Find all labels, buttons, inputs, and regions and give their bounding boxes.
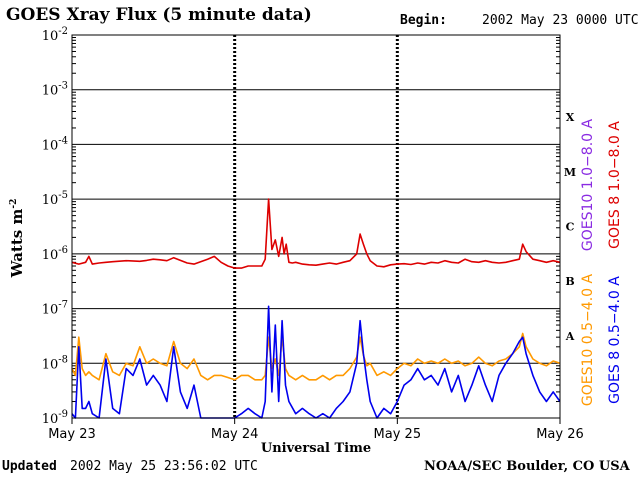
flare-class-label: B — [565, 275, 574, 288]
y-tick-exponent: -4 — [58, 135, 68, 146]
y-tick-exponent: -6 — [58, 245, 68, 256]
y-tick-label: 10-6 — [42, 245, 68, 263]
plot-frame — [71, 34, 561, 419]
begin-label: Begin: — [400, 13, 447, 28]
y-tick-label: 10-8 — [42, 354, 68, 372]
series-lines — [71, 198, 561, 419]
series-line — [71, 332, 561, 381]
y-tick-base: 10 — [42, 357, 59, 372]
begin-value: 2002 May 23 0000 UTC — [482, 13, 639, 28]
y-tick-exponent: -5 — [58, 190, 68, 201]
flare-class-label: C — [566, 221, 575, 234]
y-tick-base: 10 — [42, 29, 59, 44]
x-tick-label: May 26 — [536, 427, 584, 442]
credit-label: NOAA/SEC Boulder, CO USA — [424, 459, 630, 474]
updated-timestamp: 2002 May 25 23:56:02 UTC — [70, 459, 258, 474]
legend-entry: GOES 8 1.0−8.0 A — [607, 121, 623, 249]
legend-entry: GOES 8 0.5−4.0 A — [607, 276, 623, 404]
series-line — [71, 198, 561, 269]
day-divider-lines — [233, 35, 399, 418]
y-axis-label-text: Watts m — [8, 209, 26, 279]
y-tick-base: 10 — [42, 303, 59, 318]
y-tick-label: 10-2 — [42, 26, 68, 44]
x-tick-label: May 23 — [48, 427, 96, 442]
y-tick-base: 10 — [42, 193, 59, 208]
x-axis-label: Universal Time — [261, 441, 371, 456]
flare-class-label: A — [565, 330, 575, 343]
y-tick-label: 10-7 — [42, 300, 68, 318]
y-tick-exponent: -9 — [58, 409, 68, 420]
y-tick-base: 10 — [42, 248, 59, 263]
y-tick-exponent: -2 — [58, 26, 68, 37]
legend-entry: GOES10 1.0−8.0 A — [580, 119, 596, 252]
legend: GOES10 1.0−8.0 A GOES 8 1.0−8.0 A GOES10 0… — [580, 119, 623, 407]
legend-entry: GOES10 0.5−4.0 A — [580, 274, 596, 407]
chart-title: GOES Xray Flux (5 minute data) — [6, 5, 312, 25]
y-tick-exponent: -8 — [58, 354, 68, 365]
y-axis-label-exponent: -2 — [9, 199, 19, 209]
y-tick-base: 10 — [42, 84, 59, 99]
y-tick-label: 10-3 — [42, 81, 68, 99]
y-tick-base: 10 — [42, 412, 59, 427]
y-tick-label: 10-9 — [42, 409, 68, 427]
y-tick-label: 10-5 — [42, 190, 68, 208]
series-line — [71, 305, 561, 419]
y-axis-label: Watts m-2 — [8, 199, 26, 279]
x-tick-label: May 24 — [211, 427, 259, 442]
y-tick-base: 10 — [42, 138, 59, 153]
updated-label: Updated — [2, 459, 57, 474]
flare-class-label: X — [566, 111, 575, 124]
y-tick-labels: 10-210-310-410-510-610-710-810-9 — [42, 26, 68, 427]
flare-class-label: M — [564, 166, 576, 179]
x-tick-label: May 25 — [374, 427, 422, 442]
x-tick-labels: May 23 May 24 May 25 May 26 — [48, 418, 584, 442]
y-tick-label: 10-4 — [42, 135, 68, 153]
y-tick-exponent: -3 — [58, 81, 68, 92]
y-tick-exponent: -7 — [58, 300, 68, 311]
flare-class-labels: X M C B A — [564, 111, 576, 343]
